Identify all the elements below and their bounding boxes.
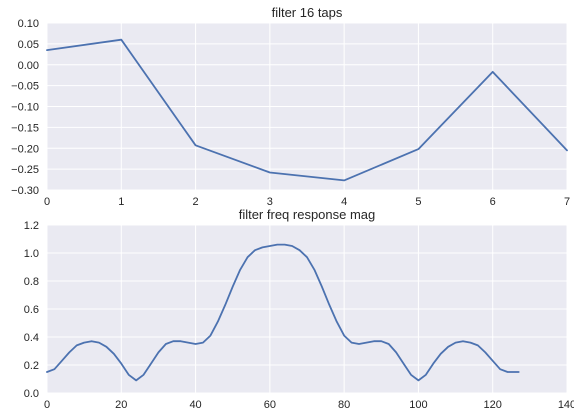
y-tick-label: 0.10 — [18, 18, 39, 30]
y-tick-label: −0.15 — [11, 122, 39, 134]
x-tick-labels: 0 1 2 3 4 5 6 7 — [44, 196, 570, 208]
y-tick-label: 0.8 — [24, 276, 39, 288]
y-tick-label: −0.10 — [11, 102, 39, 114]
x-tick-label: 0 — [44, 196, 50, 208]
y-tick-label: 1.2 — [24, 220, 39, 232]
y-tick-label: 1.0 — [24, 248, 39, 260]
y-tick-label: −0.30 — [11, 185, 39, 197]
gridlines — [46, 224, 568, 394]
gridlines — [46, 22, 568, 191]
series-line — [46, 38, 568, 182]
y-tick-label: −0.25 — [11, 164, 39, 176]
y-tick-label: −0.20 — [11, 143, 39, 155]
x-tick-label: 100 — [409, 399, 427, 411]
chart-filter-taps: 0 1 2 3 4 5 6 7 0.10 0.05 0.00 −0.05 −0.10 −0.15 −0.2… — [11, 5, 570, 208]
x-tick-label: 6 — [490, 196, 496, 208]
x-tick-label: 5 — [415, 196, 421, 208]
y-tick-label: 0.05 — [18, 39, 39, 51]
y-tick-label: 0.00 — [18, 60, 39, 72]
x-tick-label: 40 — [189, 399, 201, 411]
x-tick-label: 3 — [267, 196, 273, 208]
x-tick-label: 140 — [558, 399, 574, 411]
series-line — [46, 243, 520, 382]
x-tick-label: 2 — [193, 196, 199, 208]
x-tick-label: 60 — [264, 399, 276, 411]
y-tick-label: 0.2 — [24, 360, 39, 372]
series-layer — [46, 38, 568, 182]
x-tick-labels: 0 20 40 60 80 100 120 140 — [44, 399, 574, 411]
x-tick-label: 0 — [44, 399, 50, 411]
x-tick-label: 120 — [484, 399, 502, 411]
series-layer — [46, 243, 520, 382]
y-tick-label: 0.0 — [24, 388, 39, 400]
y-tick-label: −0.05 — [11, 81, 39, 93]
y-tick-labels: 0.10 0.05 0.00 −0.05 −0.10 −0.15 −0.20 −0.25 −0.… — [11, 18, 39, 197]
chart-title: filter 16 taps — [272, 5, 343, 20]
y-tick-label: 0.4 — [24, 332, 39, 344]
x-tick-label: 7 — [564, 196, 570, 208]
x-tick-label: 80 — [338, 399, 350, 411]
x-tick-label: 4 — [341, 196, 347, 208]
x-tick-label: 20 — [115, 399, 127, 411]
x-tick-label: 1 — [118, 196, 124, 208]
y-tick-label: 0.6 — [24, 304, 39, 316]
y-tick-labels: 1.2 1.0 0.8 0.6 0.4 0.2 0.0 — [24, 220, 39, 400]
chart-title: filter freq response mag — [239, 207, 376, 222]
chart-freq-response: 0 20 40 60 80 100 120 140 1.2 1.0 0.8 0.6 0.4 0.2 0.0… — [24, 207, 574, 411]
